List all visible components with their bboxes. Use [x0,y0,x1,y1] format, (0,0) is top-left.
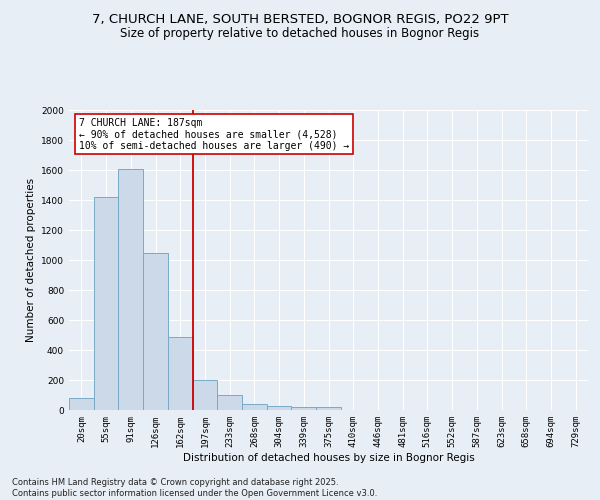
Text: Contains HM Land Registry data © Crown copyright and database right 2025.
Contai: Contains HM Land Registry data © Crown c… [12,478,377,498]
Text: 7, CHURCH LANE, SOUTH BERSTED, BOGNOR REGIS, PO22 9PT: 7, CHURCH LANE, SOUTH BERSTED, BOGNOR RE… [92,12,508,26]
Y-axis label: Number of detached properties: Number of detached properties [26,178,35,342]
Bar [217,395,242,410]
X-axis label: Distribution of detached houses by size in Bognor Regis: Distribution of detached houses by size … [182,452,475,462]
Bar [143,252,168,410]
Bar [316,408,341,410]
Bar [292,407,316,410]
Bar [242,404,267,410]
Bar [69,398,94,410]
Bar [267,406,292,410]
Bar [193,380,217,410]
Bar [168,336,193,410]
Text: 7 CHURCH LANE: 187sqm
← 90% of detached houses are smaller (4,528)
10% of semi-d: 7 CHURCH LANE: 187sqm ← 90% of detached … [79,118,349,150]
Bar [94,197,118,410]
Bar [118,168,143,410]
Text: Size of property relative to detached houses in Bognor Regis: Size of property relative to detached ho… [121,28,479,40]
